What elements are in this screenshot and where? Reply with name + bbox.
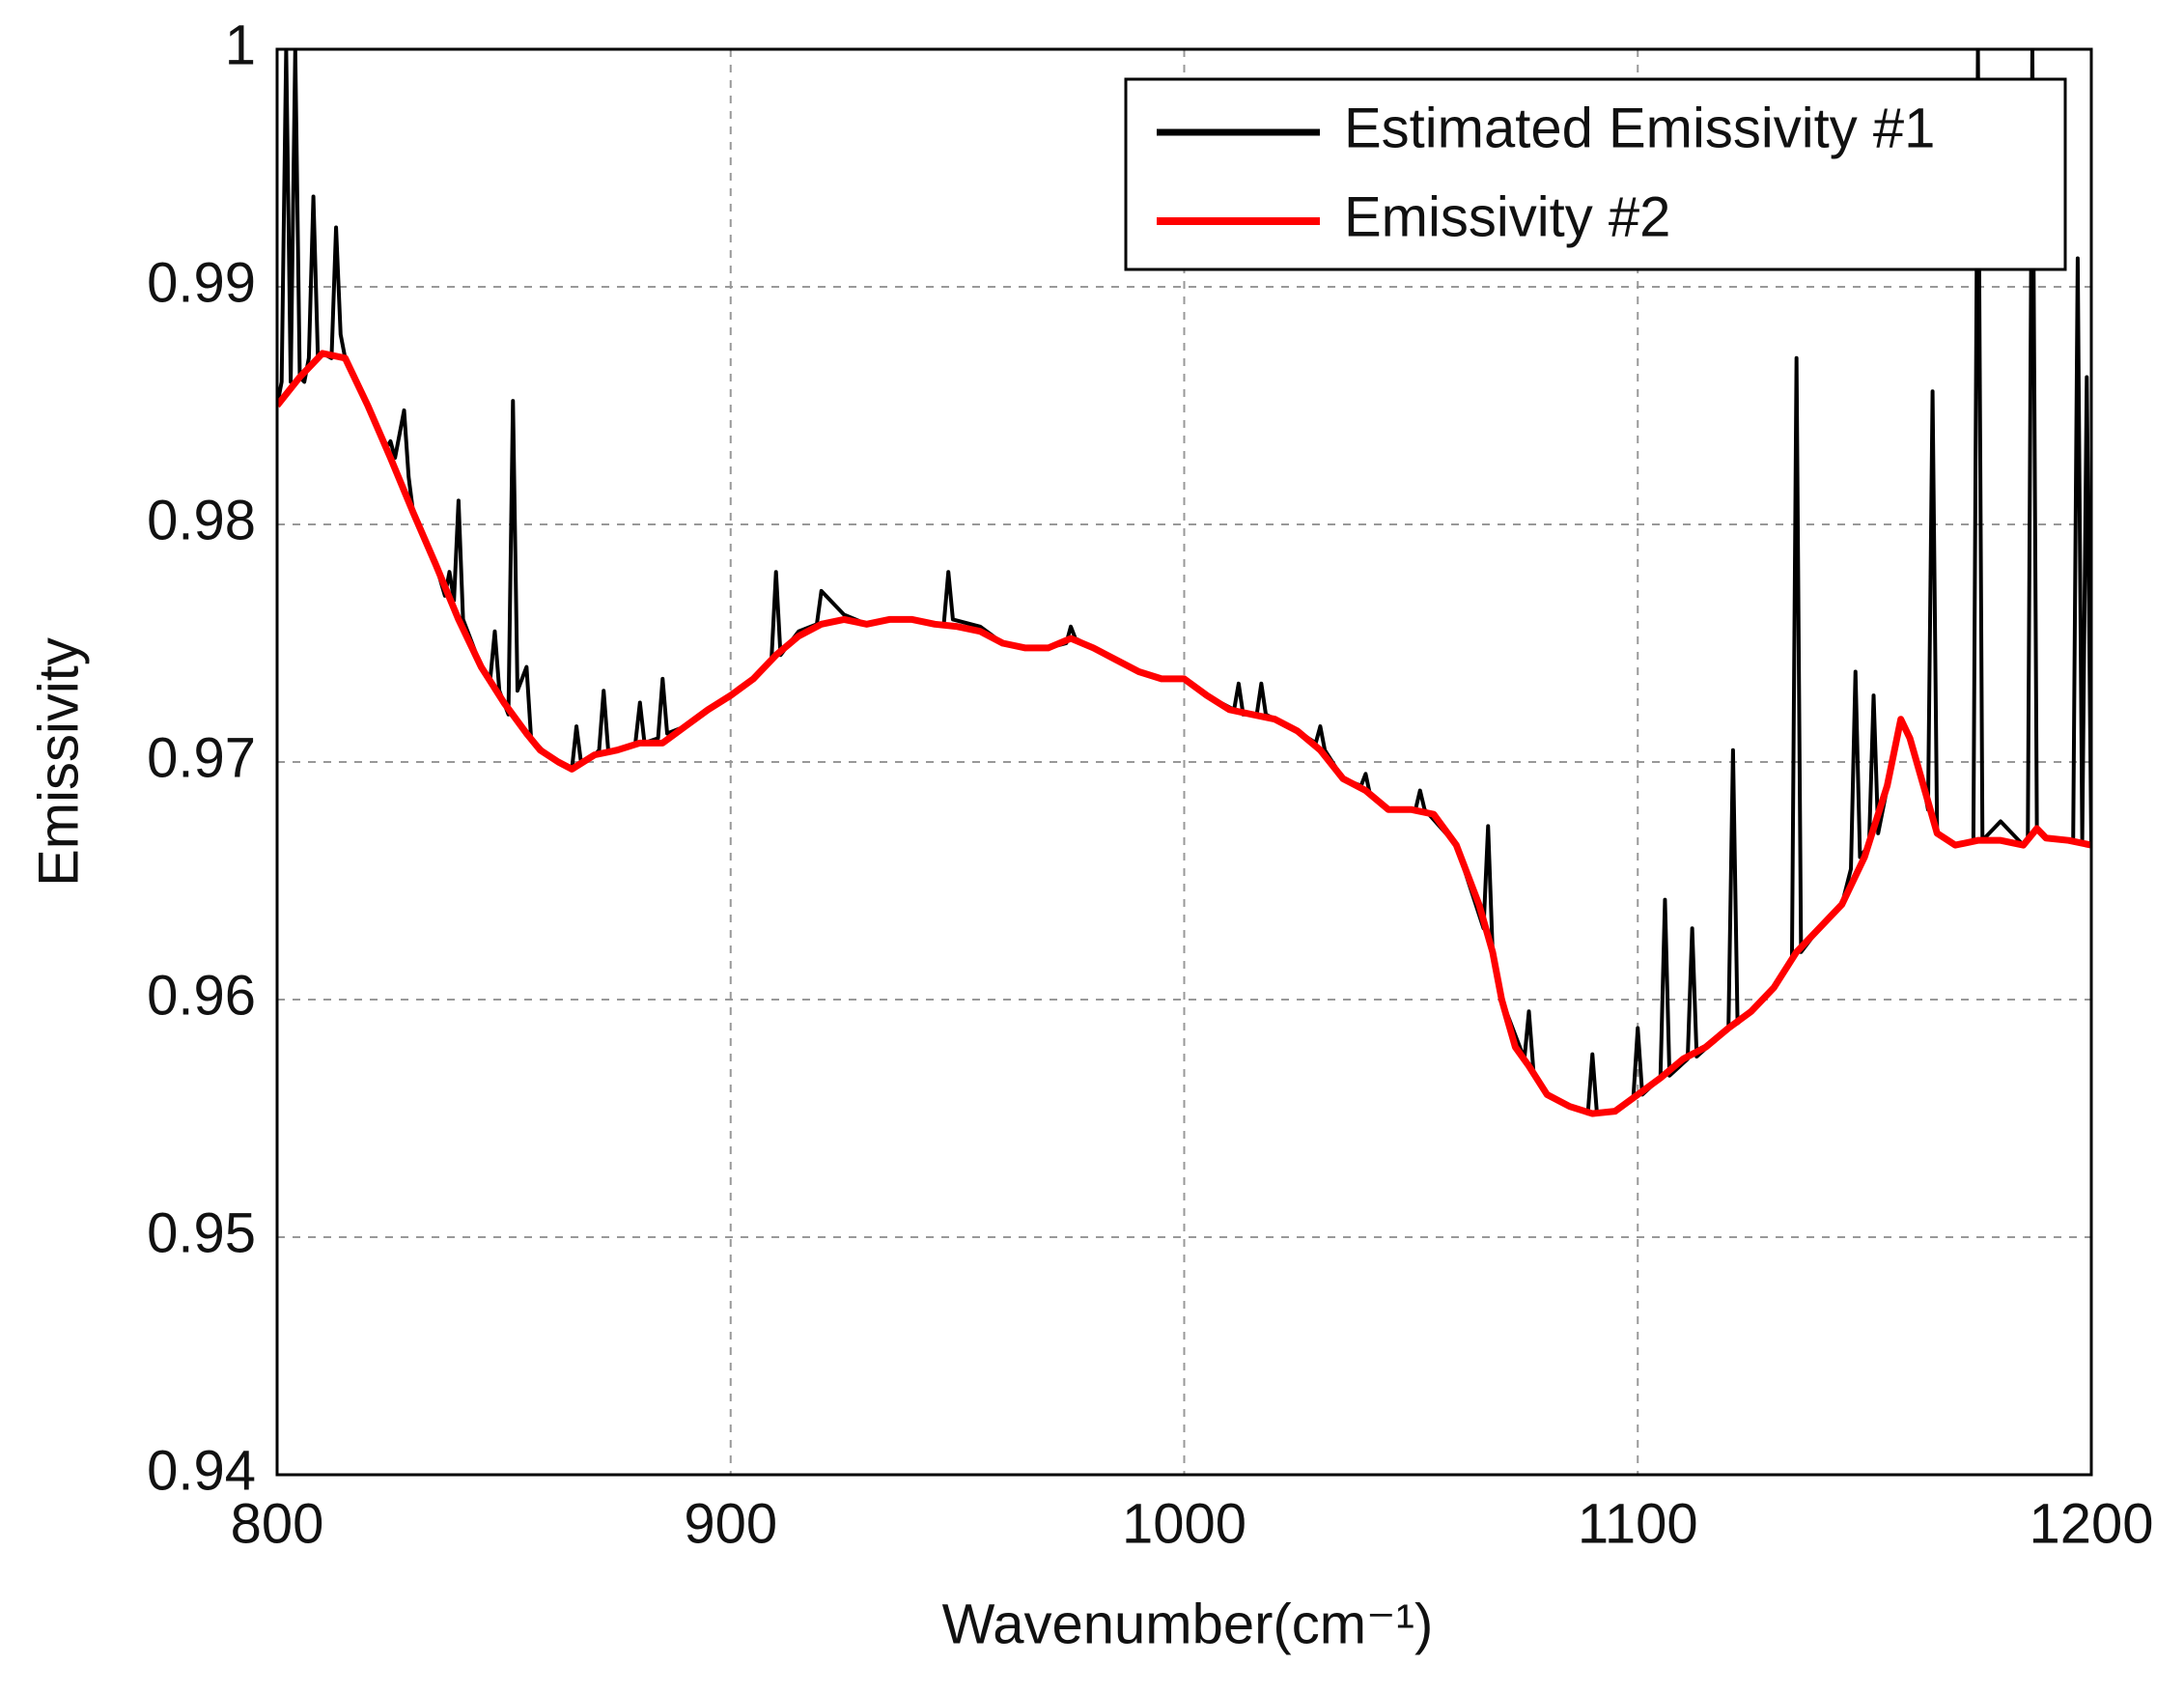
x-axis-label: Wavenumber(cm⁻¹): [942, 1593, 1434, 1655]
legend-box: [1124, 77, 2067, 271]
legend: Estimated Emissivity #1 Emissivity #2: [1124, 77, 2067, 271]
y-axis-label: Emissivity: [27, 637, 90, 887]
x-tick-label: 1100: [1578, 1492, 1698, 1555]
plot-frame: [275, 47, 2093, 1477]
x-tick-label: 1200: [2029, 1492, 2153, 1555]
legend-label: Estimated Emissivity #1: [1344, 97, 1935, 159]
data-line: [277, 350, 2091, 1117]
y-tick-label: 0.96: [147, 964, 256, 1027]
y-tick-label: 0.95: [147, 1201, 256, 1264]
y-tick-label: 0.98: [147, 489, 256, 551]
y-tick-label: 1: [225, 14, 256, 76]
y-tick-label: 0.97: [147, 726, 256, 789]
x-tick-label: 900: [684, 1492, 777, 1555]
y-tick-label: 0.94: [147, 1439, 256, 1502]
y-tick-label: 0.99: [147, 251, 256, 314]
x-tick-label: 800: [231, 1492, 324, 1555]
legend-label: Emissivity #2: [1344, 185, 1670, 248]
x-tick-label: 1000: [1122, 1492, 1246, 1555]
